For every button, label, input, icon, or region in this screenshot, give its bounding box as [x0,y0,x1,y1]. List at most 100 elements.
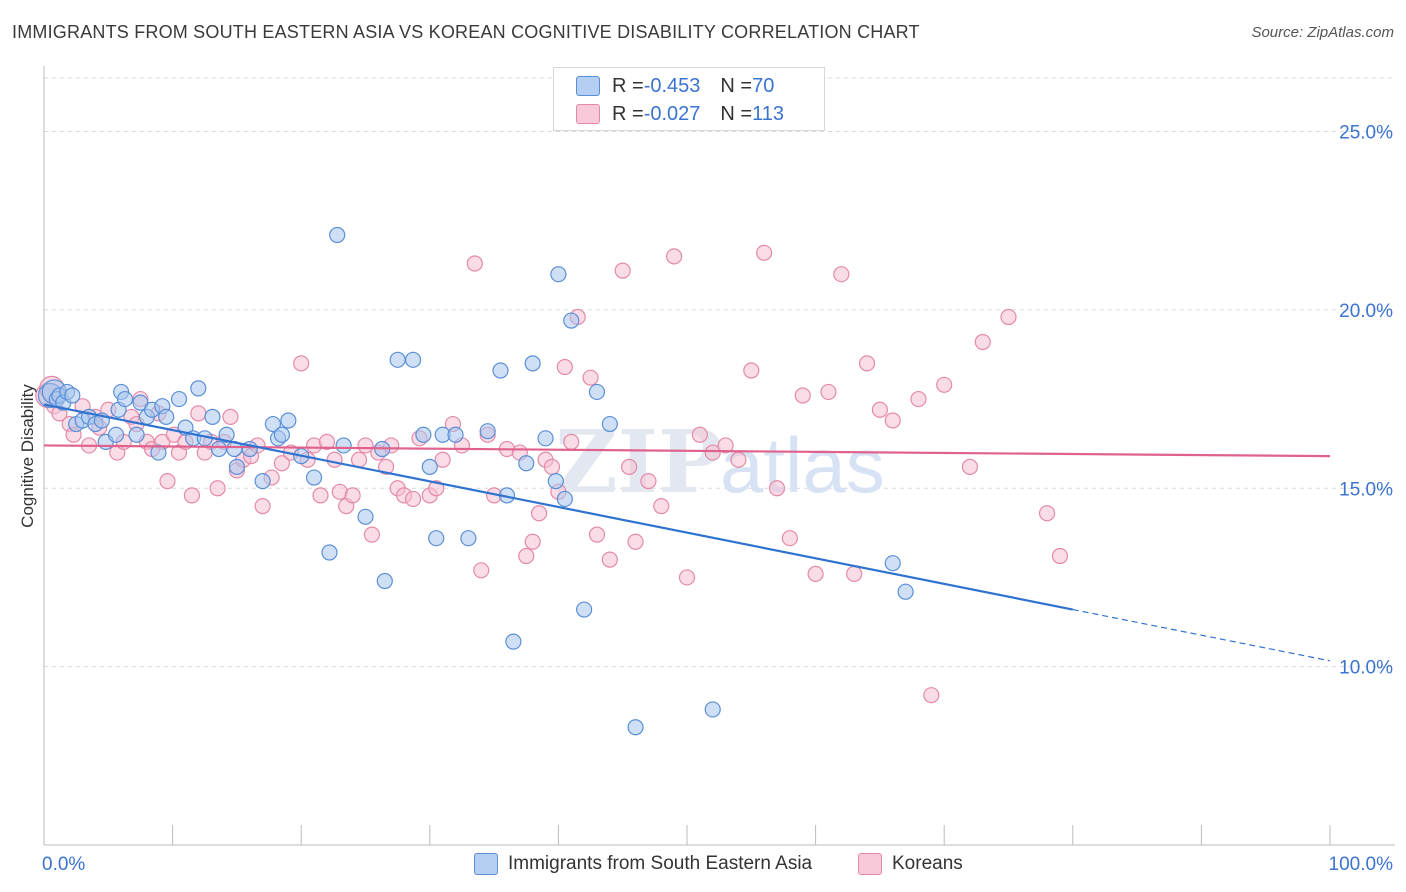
korean-point [846,565,863,582]
korean-point [543,458,561,475]
legend-n-value: 70 [752,74,775,97]
korean-point [344,487,361,504]
korean-point [756,244,773,261]
legend-r-value: -0.453 [643,74,701,97]
legend-row-immigrants: R = -0.453 N = 70 [576,73,774,99]
korean-point [254,497,271,515]
korean-point [531,505,548,522]
immigrant-point [150,444,167,461]
korean-point [884,412,901,429]
legend-r-value: -0.027 [643,102,701,125]
korean-point [717,437,734,454]
legend-swatch-blue [576,76,600,96]
korean-point [1051,547,1069,565]
bottom-legend-swatch-pink [858,853,882,875]
korean-point [974,333,991,351]
correlation-legend: R = -0.453 N = 70 R = -0.027 N = 113 [553,67,825,131]
immigrant-point [64,387,81,404]
immigrants-trend-extension [1072,608,1331,662]
immigrant-point [389,351,406,368]
trend-lines [43,403,1331,662]
korean-point [404,490,422,508]
legend-n-label: N = [720,102,753,125]
korean-point [858,355,876,372]
immigrant-point [158,408,175,426]
bottom-legend-koreans: Koreans [858,851,963,877]
immigrant-point [305,469,323,486]
korean-point [318,433,336,450]
immigrant-point [588,383,606,401]
legend-n-label: N = [720,74,753,97]
immigrant-point [547,473,564,490]
korean-point [730,451,747,468]
immigrant-point [329,226,346,244]
y-tick-label: 15.0% [1339,479,1393,500]
korean-point [159,473,176,490]
immigrant-point [273,426,291,443]
immigrant-point [190,380,207,397]
immigrant-point [897,583,914,600]
immigrant-point [556,490,573,508]
korean-point [377,458,395,475]
immigrant-point [335,437,352,454]
korean-point [473,562,490,579]
immigrant-point [128,426,145,443]
source-label: Source: ZipAtlas.com [1251,24,1394,41]
korean-point [326,451,343,468]
immigrant-point [376,572,393,590]
korean-point [183,487,200,504]
korean-point [273,455,291,472]
korean-point [1038,505,1056,522]
axes [43,66,1395,846]
immigrant-point [479,423,496,440]
immigrants-points [37,226,914,736]
immigrant-point [228,458,245,475]
tick-labels: 10.0% 15.0% 20.0% 25.0% 0.0% 100.0% [42,123,1393,875]
korean-point [614,262,631,279]
korean-point [794,387,811,404]
immigrant-point [505,633,522,650]
korean-point [428,480,445,497]
immigrant-point [704,701,721,718]
bottom-legend-label: Koreans [892,853,963,874]
immigrant-point [428,530,445,547]
korean-point [434,451,451,468]
korean-point [871,401,889,418]
immigrant-point [576,601,593,618]
immigrant-point [264,415,282,433]
immigrant-point [280,412,297,429]
immigrant-point [321,544,338,561]
watermark-atlas: atlas [720,421,885,509]
legend-swatch-pink [576,104,600,124]
immigrant-point [357,508,374,525]
korean-point [743,362,760,379]
korean-point [582,369,599,386]
bottom-legend-immigrants: Immigrants from South Eastern Asia [474,851,812,877]
immigrant-point [550,266,567,283]
immigrant-point [421,458,438,475]
grid-lines [44,77,1395,668]
y-tick-label: 10.0% [1339,658,1393,679]
immigrants-trend-line [43,403,1074,611]
korean-point [640,473,657,490]
korean-point [222,408,239,426]
korean-point [518,547,535,565]
immigrant-point [627,719,644,736]
immigrant-point [518,455,535,472]
korean-point [524,533,541,550]
korean-point [666,248,683,265]
korean-point [653,497,670,515]
immigrant-point [524,355,541,372]
immigrant-point [210,440,227,458]
korean-point [936,376,953,393]
korean-point [820,383,837,401]
korean-point [466,255,483,272]
y-tick-label: 25.0% [1339,123,1393,144]
bottom-legend-swatch-blue [474,853,498,875]
immigrant-point [492,362,509,379]
immigrant-point [601,415,618,433]
immigrant-point [218,426,235,443]
koreans-points [35,244,1069,704]
korean-point [293,355,310,372]
